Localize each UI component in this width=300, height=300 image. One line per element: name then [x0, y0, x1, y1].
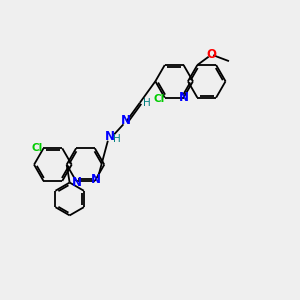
- Text: Cl: Cl: [32, 143, 43, 153]
- Text: N: N: [91, 173, 101, 186]
- Text: N: N: [72, 176, 82, 189]
- Text: N: N: [178, 91, 189, 103]
- Text: Cl: Cl: [154, 94, 165, 104]
- Text: H: H: [113, 134, 121, 144]
- Text: N: N: [121, 114, 131, 127]
- Text: H: H: [142, 98, 150, 108]
- Text: O: O: [206, 48, 216, 61]
- Text: N: N: [105, 130, 115, 143]
